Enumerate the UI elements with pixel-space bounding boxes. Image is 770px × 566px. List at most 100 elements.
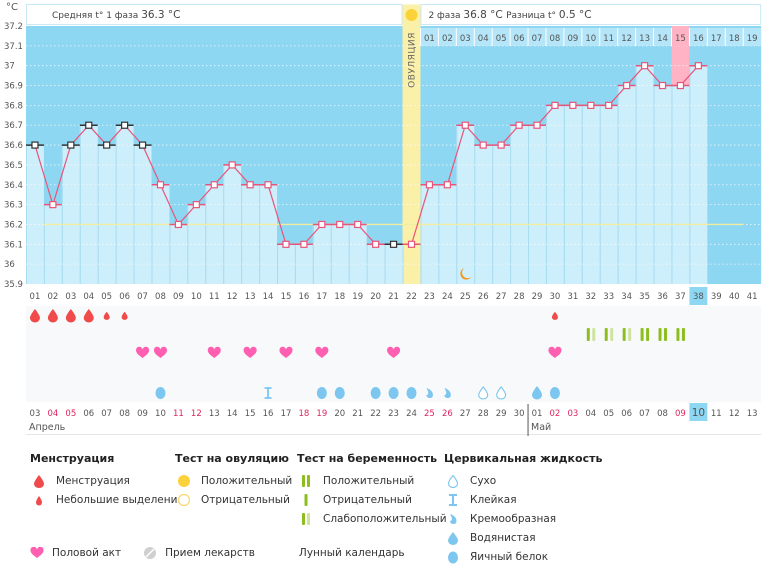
cycle-day-label: 02 bbox=[47, 292, 58, 302]
temp-point bbox=[103, 141, 111, 149]
legend-title: Тест на овуляцию bbox=[175, 452, 289, 465]
date-label: 14 bbox=[227, 409, 238, 419]
phase1-summary: Средняя t° 1 фаза 36.3 °C bbox=[52, 9, 181, 21]
temp-point bbox=[658, 81, 667, 90]
egg-white-icon bbox=[406, 387, 417, 399]
y-tick-label: 36.2 bbox=[4, 220, 23, 230]
pregnancy-test-bar bbox=[604, 328, 608, 341]
legend-item: Положительный bbox=[323, 474, 415, 487]
cycle-day-label: 03 bbox=[65, 292, 76, 302]
heart-icon bbox=[30, 547, 44, 559]
cycle-day-label: 05 bbox=[101, 292, 112, 302]
y-tick-label: 37.2 bbox=[4, 22, 23, 32]
y-tick-label: 36.9 bbox=[4, 82, 23, 92]
temp-point bbox=[623, 81, 631, 90]
pregnancy-test-bar bbox=[640, 328, 644, 341]
month-label: Май bbox=[531, 422, 551, 433]
phase2-day-label: 07 bbox=[532, 34, 543, 44]
temp-bar bbox=[169, 224, 188, 284]
date-label: 29 bbox=[496, 409, 507, 419]
egg-white-icon bbox=[155, 387, 166, 399]
cycle-day-label: 31 bbox=[567, 292, 578, 302]
temp-point bbox=[533, 121, 541, 129]
date-label: 19 bbox=[316, 409, 327, 419]
date-label: 23 bbox=[388, 409, 399, 419]
date-label: 07 bbox=[639, 409, 650, 419]
temp-bar bbox=[151, 184, 170, 284]
temp-bar bbox=[474, 145, 493, 284]
heart-icon bbox=[387, 346, 401, 358]
phase2-day-label: 05 bbox=[496, 34, 507, 44]
cycle-day-label: 22 bbox=[406, 292, 417, 302]
date-label: 17 bbox=[281, 409, 292, 419]
phase2-day-label: 11 bbox=[603, 34, 614, 44]
temp-point bbox=[264, 181, 272, 189]
date-label: 16 bbox=[263, 409, 274, 419]
test-positive-icon bbox=[297, 474, 315, 488]
dry-icon bbox=[478, 386, 489, 400]
cycle-day-label: 40 bbox=[729, 292, 740, 302]
heart-icon bbox=[207, 346, 221, 358]
watery-icon bbox=[444, 531, 462, 545]
temp-point bbox=[85, 121, 93, 129]
temp-point bbox=[587, 101, 595, 109]
legend-title: Тест на беременность bbox=[297, 452, 438, 465]
legend-item: Отрицательный bbox=[201, 493, 290, 506]
watery-icon bbox=[532, 386, 543, 400]
date-label: 20 bbox=[334, 409, 345, 419]
legend-pregnancy-test: Тест на беременность Положительный Отриц… bbox=[297, 452, 447, 528]
temp-point bbox=[354, 220, 362, 229]
pregnancy-test-bar bbox=[681, 328, 685, 341]
date-label: 13 bbox=[747, 409, 758, 419]
phase2-day-label: 04 bbox=[478, 34, 489, 44]
small-drop-icon bbox=[551, 311, 558, 320]
sticky-icon bbox=[444, 493, 462, 507]
temp-point bbox=[300, 240, 308, 248]
dry-icon bbox=[444, 474, 462, 488]
date-label: 04 bbox=[585, 409, 596, 419]
pregnancy-test-bar bbox=[610, 328, 614, 341]
blood-drop-icon bbox=[47, 309, 58, 323]
temp-point bbox=[228, 161, 236, 169]
cycle-day-label: 35 bbox=[639, 292, 650, 302]
ovulation-test-positive-icon bbox=[405, 9, 418, 21]
test-negative-icon bbox=[297, 493, 315, 507]
date-label: 26 bbox=[442, 409, 453, 419]
legend-item: Лунный календарь bbox=[298, 547, 405, 559]
creamy-icon bbox=[426, 388, 433, 399]
legend-item: Слабоположительный bbox=[323, 512, 447, 525]
temp-point bbox=[318, 220, 326, 229]
phase2-day-label: 14 bbox=[657, 34, 668, 44]
temp-point bbox=[67, 141, 75, 149]
y-tick-label: 37.1 bbox=[4, 42, 23, 52]
cycle-day-label: 13 bbox=[245, 292, 256, 302]
y-tick-label: 36.3 bbox=[4, 201, 23, 211]
y-tick-label: 36.4 bbox=[4, 181, 23, 191]
positive-circle-icon bbox=[175, 474, 193, 488]
phase2-day-label: 03 bbox=[460, 34, 471, 44]
date-label: 05 bbox=[65, 409, 76, 419]
cycle-day-label: 07 bbox=[137, 292, 148, 302]
temp-bar bbox=[277, 244, 295, 284]
cycle-day-label: 37 bbox=[675, 292, 686, 302]
date-label: 09 bbox=[137, 409, 148, 419]
temp-point bbox=[156, 181, 165, 189]
y-tick-label: 36.8 bbox=[4, 101, 23, 111]
phase2-day-label: 06 bbox=[514, 34, 525, 44]
temp-point bbox=[497, 141, 505, 149]
pregnancy-test-bar bbox=[586, 328, 590, 341]
dry-icon bbox=[496, 386, 507, 400]
moon-icon bbox=[460, 268, 472, 280]
temp-point bbox=[425, 181, 434, 189]
cycle-day-label: 26 bbox=[478, 292, 489, 302]
temp-bar bbox=[635, 65, 654, 284]
pregnancy-test-bar bbox=[646, 328, 650, 341]
temp-bar bbox=[581, 105, 600, 284]
legend-title: Цервикальная жидкость bbox=[444, 452, 603, 465]
current-date-highlight bbox=[689, 403, 708, 421]
temp-bar bbox=[26, 145, 44, 284]
small-drop-icon bbox=[30, 493, 48, 507]
temp-bar bbox=[348, 224, 367, 284]
temp-point bbox=[515, 121, 523, 129]
temp-point bbox=[174, 220, 183, 229]
